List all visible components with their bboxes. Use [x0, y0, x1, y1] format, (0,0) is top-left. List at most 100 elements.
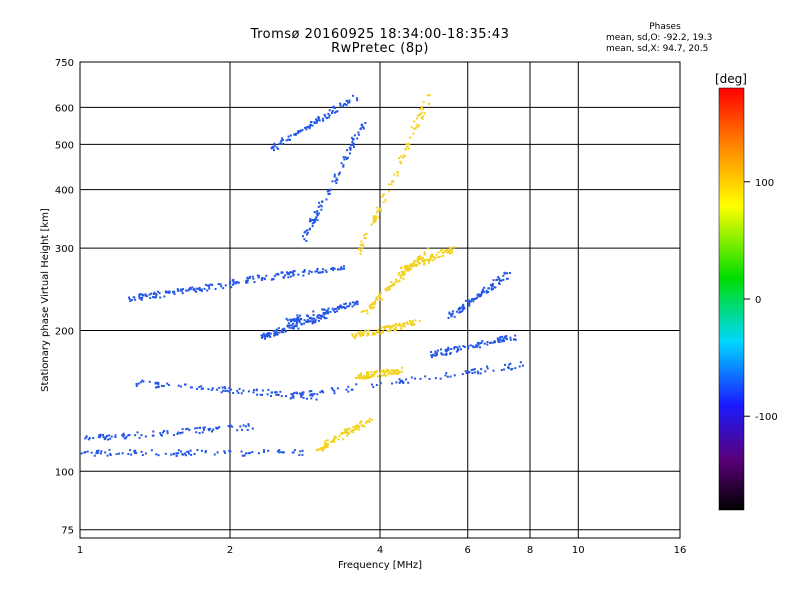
data-point: [227, 425, 230, 428]
data-point: [334, 436, 337, 439]
data-point: [370, 383, 373, 386]
data-point: [101, 433, 104, 436]
data-point: [505, 335, 508, 338]
data-point: [261, 336, 264, 339]
data-point: [185, 289, 188, 292]
data-point: [248, 277, 251, 280]
data-point: [303, 270, 306, 273]
data-point: [278, 449, 281, 452]
data-point: [317, 119, 320, 122]
data-point: [274, 331, 277, 334]
data-point: [351, 305, 354, 308]
data-point: [405, 143, 408, 146]
data-point: [490, 287, 493, 290]
data-point: [326, 439, 329, 442]
data-point: [388, 287, 391, 290]
data-point: [271, 391, 274, 394]
data-point: [211, 387, 214, 390]
data-point: [364, 237, 367, 240]
data-point: [393, 328, 396, 331]
data-point: [193, 287, 196, 290]
data-point: [283, 327, 286, 330]
data-point: [204, 449, 207, 452]
data-point: [504, 272, 507, 275]
data-point: [260, 278, 263, 281]
data-point: [278, 142, 281, 145]
data-point: [435, 253, 438, 256]
data-point: [354, 337, 357, 340]
data-point: [281, 328, 284, 331]
data-point: [313, 211, 316, 214]
data-point: [445, 372, 448, 375]
data-point: [324, 115, 327, 118]
data-point: [331, 111, 334, 114]
data-point: [102, 436, 105, 439]
data-point: [326, 309, 329, 312]
data-point: [109, 454, 112, 457]
data-point: [465, 372, 468, 375]
colorbar-label: [deg]: [715, 72, 747, 86]
data-point: [268, 332, 271, 335]
data-point: [499, 279, 502, 282]
data-point: [427, 261, 430, 264]
data-point: [474, 345, 477, 348]
data-point: [449, 352, 452, 355]
data-point: [315, 398, 318, 401]
data-point: [294, 133, 297, 136]
data-point: [293, 391, 296, 394]
data-point: [436, 353, 439, 356]
data-point: [430, 350, 433, 353]
data-point: [144, 452, 147, 455]
data-point: [396, 171, 399, 174]
data-point: [109, 452, 112, 455]
data-point: [271, 278, 274, 281]
data-point: [356, 137, 359, 140]
data-point: [170, 453, 173, 456]
data-point: [149, 297, 152, 300]
data-point: [333, 392, 336, 395]
data-point: [404, 267, 407, 270]
data-point: [229, 388, 232, 391]
data-point: [248, 451, 251, 454]
data-point: [373, 300, 376, 303]
data-point: [144, 293, 147, 296]
data-point: [386, 370, 389, 373]
data-point: [451, 248, 454, 251]
data-point: [146, 295, 149, 298]
data-point: [181, 453, 184, 456]
data-point: [351, 333, 354, 336]
data-point: [166, 290, 169, 293]
data-point: [247, 452, 250, 455]
data-point: [135, 384, 138, 387]
data-point: [316, 268, 319, 271]
data-point: [360, 310, 363, 313]
data-point: [343, 158, 346, 161]
data-point: [484, 370, 487, 373]
data-point: [244, 452, 247, 455]
data-point: [390, 326, 393, 329]
data-point: [328, 114, 331, 117]
data-point: [435, 351, 438, 354]
data-point: [439, 348, 442, 351]
data-point: [352, 431, 355, 434]
data-point: [154, 386, 157, 389]
data-point: [209, 427, 212, 430]
data-point: [332, 309, 335, 312]
data-point: [355, 97, 358, 100]
data-point: [389, 328, 392, 331]
data-point: [200, 388, 203, 391]
data-point: [333, 311, 336, 314]
data-point: [373, 371, 376, 374]
data-point: [159, 296, 162, 299]
data-point: [404, 322, 407, 325]
data-point: [164, 452, 167, 455]
data-point: [384, 374, 387, 377]
data-point: [273, 142, 276, 145]
data-point: [380, 210, 383, 213]
data-point: [269, 332, 272, 335]
data-point: [104, 436, 107, 439]
data-point: [417, 255, 420, 258]
data-point: [293, 269, 296, 272]
data-point: [398, 271, 401, 274]
data-point: [399, 162, 402, 165]
